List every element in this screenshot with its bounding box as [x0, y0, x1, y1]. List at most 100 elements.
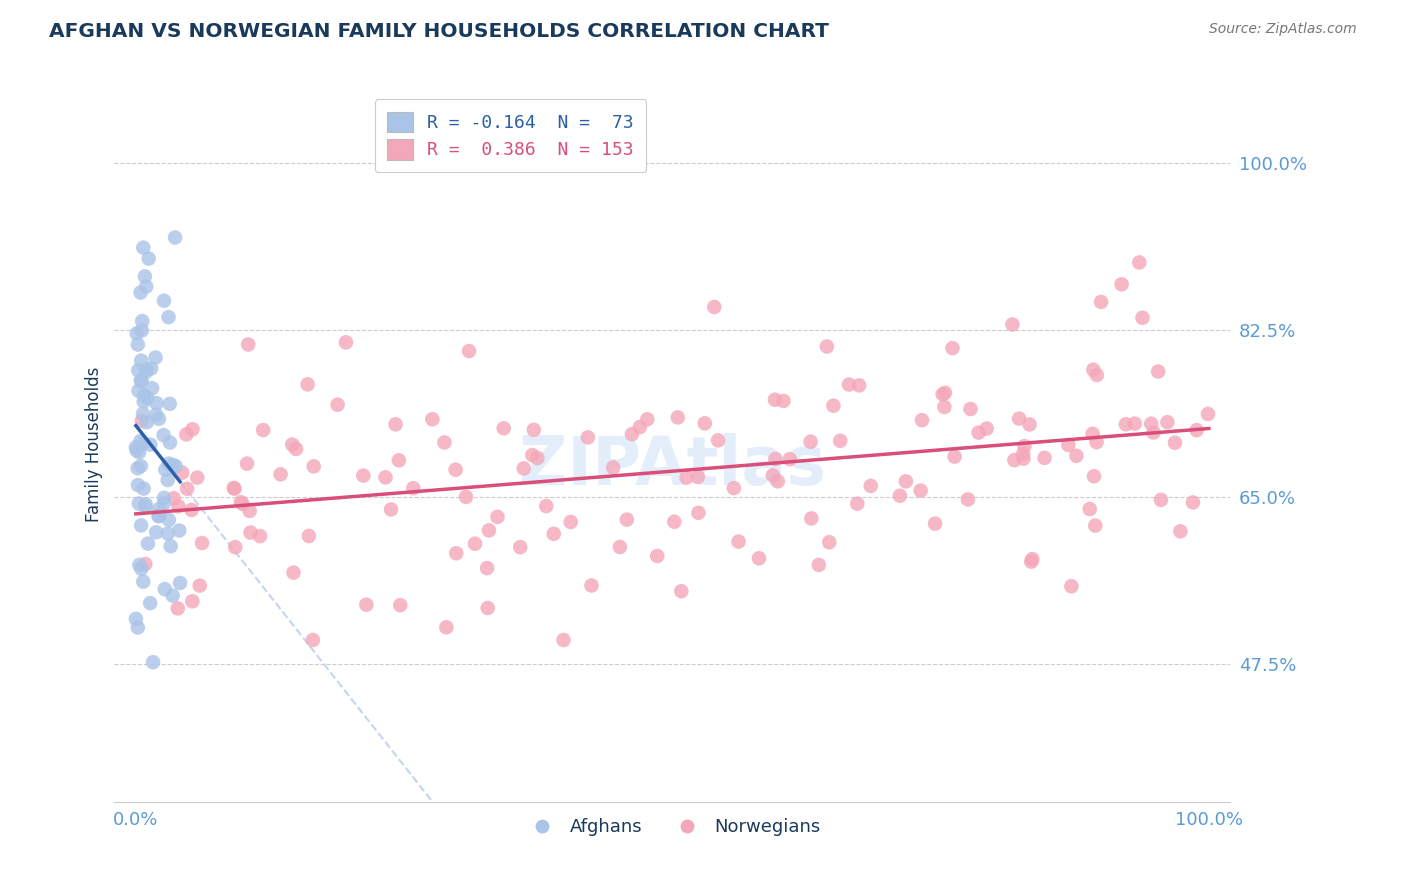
Norwegians: [1164, 435, 1187, 450]
Norwegians: [1085, 435, 1108, 450]
Norwegians: [941, 341, 963, 355]
Norwegians: [666, 410, 689, 425]
Norwegians: [134, 557, 156, 571]
Norwegians: [779, 452, 801, 467]
Afghans: [153, 582, 176, 596]
Afghans: [159, 397, 181, 411]
Norwegians: [688, 506, 710, 520]
Norwegians: [800, 511, 823, 525]
Afghans: [152, 428, 174, 442]
Afghans: [125, 612, 148, 626]
Norwegians: [748, 551, 770, 566]
Norwegians: [526, 451, 548, 466]
Norwegians: [1185, 423, 1208, 437]
Afghans: [162, 589, 184, 603]
Norwegians: [848, 378, 870, 392]
Afghans: [132, 482, 155, 496]
Norwegians: [302, 459, 325, 474]
Norwegians: [458, 344, 481, 359]
Norwegians: [433, 435, 456, 450]
Norwegians: [766, 475, 789, 489]
Norwegians: [302, 632, 325, 647]
Norwegians: [628, 420, 651, 434]
Norwegians: [576, 430, 599, 444]
Norwegians: [229, 495, 252, 509]
Norwegians: [543, 526, 565, 541]
Afghans: [145, 396, 167, 410]
Afghans: [153, 491, 176, 505]
Afghans: [128, 558, 150, 572]
Norwegians: [1128, 255, 1150, 269]
Norwegians: [889, 489, 911, 503]
Afghans: [132, 436, 155, 450]
Norwegians: [664, 515, 686, 529]
Afghans: [127, 337, 149, 351]
Norwegians: [1197, 407, 1219, 421]
Norwegians: [222, 481, 245, 495]
Afghans: [139, 596, 162, 610]
Norwegians: [846, 497, 869, 511]
Norwegians: [422, 412, 444, 426]
Norwegians: [186, 470, 208, 484]
Afghans: [125, 440, 148, 454]
Afghans: [148, 508, 170, 523]
Norwegians: [236, 457, 259, 471]
Norwegians: [1150, 492, 1173, 507]
Afghans: [128, 445, 150, 459]
Afghans: [128, 497, 150, 511]
Afghans: [135, 500, 157, 514]
Afghans: [129, 518, 152, 533]
Afghans: [127, 363, 149, 377]
Norwegians: [1085, 368, 1108, 382]
Norwegians: [477, 601, 499, 615]
Norwegians: [224, 482, 246, 496]
Norwegians: [609, 540, 631, 554]
Text: AFGHAN VS NORWEGIAN FAMILY HOUSEHOLDS CORRELATION CHART: AFGHAN VS NORWEGIAN FAMILY HOUSEHOLDS CO…: [49, 22, 830, 41]
Afghans: [127, 620, 149, 634]
Norwegians: [238, 337, 260, 351]
Norwegians: [1083, 363, 1105, 377]
Norwegians: [512, 461, 534, 475]
Norwegians: [553, 632, 575, 647]
Norwegians: [167, 499, 190, 513]
Afghans: [134, 269, 156, 284]
Norwegians: [894, 475, 917, 489]
Norwegians: [560, 515, 582, 529]
Norwegians: [934, 400, 956, 414]
Afghans: [131, 323, 153, 337]
Afghans: [155, 463, 177, 477]
Afghans: [135, 362, 157, 376]
Norwegians: [281, 437, 304, 451]
Norwegians: [818, 535, 841, 549]
Norwegians: [838, 377, 860, 392]
Norwegians: [1021, 552, 1043, 566]
Norwegians: [335, 335, 357, 350]
Norwegians: [252, 423, 274, 437]
Norwegians: [723, 481, 745, 495]
Norwegians: [224, 540, 246, 554]
Norwegians: [1111, 277, 1133, 292]
Norwegians: [967, 425, 990, 440]
Norwegians: [297, 377, 319, 392]
Afghans: [131, 314, 153, 328]
Norwegians: [1001, 318, 1024, 332]
Afghans: [159, 539, 181, 553]
Norwegians: [444, 546, 467, 560]
Norwegians: [285, 442, 308, 456]
Norwegians: [581, 578, 603, 592]
Afghans: [132, 574, 155, 589]
Norwegians: [270, 467, 292, 482]
Afghans: [135, 415, 157, 429]
Norwegians: [859, 479, 882, 493]
Afghans: [148, 502, 170, 516]
Norwegians: [166, 601, 188, 615]
Norwegians: [956, 492, 979, 507]
Afghans: [139, 361, 162, 376]
Afghans: [138, 252, 160, 266]
Afghans: [127, 478, 149, 492]
Norwegians: [1123, 417, 1146, 431]
Norwegians: [188, 579, 211, 593]
Afghans: [129, 434, 152, 448]
Norwegians: [298, 529, 321, 543]
Afghans: [148, 509, 170, 524]
